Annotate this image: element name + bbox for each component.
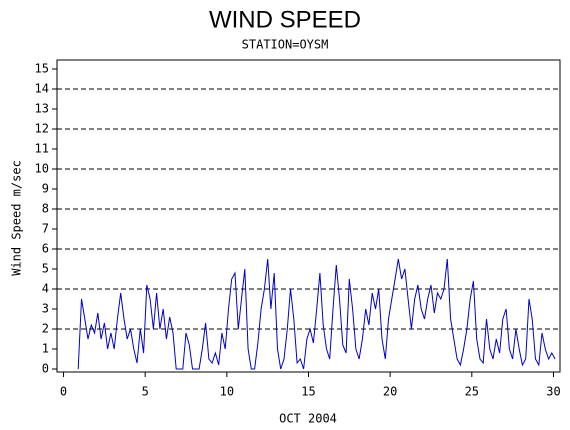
x-tick-label: 10 xyxy=(220,385,234,399)
y-tick-label: 0 xyxy=(42,362,49,376)
y-tick-label: 10 xyxy=(35,162,49,176)
y-tick-label: 3 xyxy=(42,302,49,316)
x-tick-label: 5 xyxy=(142,385,149,399)
x-axis-label: OCT 2004 xyxy=(279,412,337,426)
y-axis-label: Wind Speed m/sec xyxy=(10,160,24,276)
chart-title: WIND SPEED xyxy=(209,6,361,33)
plot-frame xyxy=(56,59,561,373)
x-tick-label: 0 xyxy=(60,385,67,399)
x-tick-label: 20 xyxy=(383,385,397,399)
y-tick-label: 1 xyxy=(42,342,49,356)
y-tick-label: 14 xyxy=(35,82,49,96)
x-tick-label: 30 xyxy=(546,385,560,399)
y-tick-label: 6 xyxy=(42,242,49,256)
y-tick-label: 11 xyxy=(35,142,49,156)
y-tick-label: 5 xyxy=(42,262,49,276)
y-tick-label: 7 xyxy=(42,222,49,236)
chart-subtitle: STATION=OYSM xyxy=(242,38,329,52)
y-tick-label: 2 xyxy=(42,322,49,336)
y-tick-label: 9 xyxy=(42,182,49,196)
y-tick-label: 13 xyxy=(35,102,49,116)
data-line xyxy=(77,258,556,370)
y-tick-label: 4 xyxy=(42,282,49,296)
x-tick-label: 25 xyxy=(465,385,479,399)
y-tick-label: 12 xyxy=(35,122,49,136)
x-tick-label: 15 xyxy=(301,385,315,399)
y-tick-label: 8 xyxy=(42,202,49,216)
y-tick-label: 15 xyxy=(35,62,49,76)
